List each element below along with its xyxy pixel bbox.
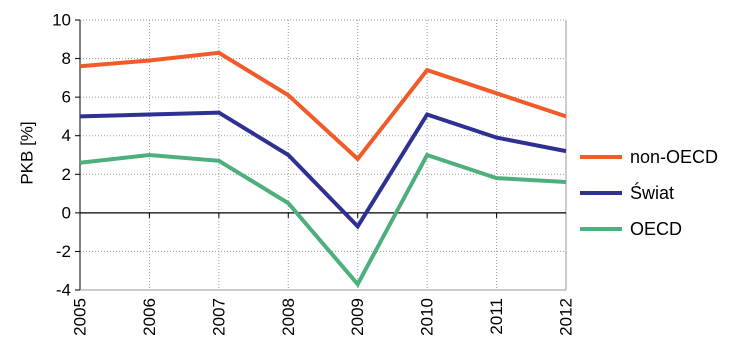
y-tick-label: -2 xyxy=(56,242,71,261)
x-tick-label: 2005 xyxy=(71,298,90,336)
legend-label: OECD xyxy=(630,219,682,239)
x-tick-label: 2009 xyxy=(348,298,367,336)
series-line-2 xyxy=(79,110,567,230)
x-tick-label: 2012 xyxy=(557,298,576,336)
series-lines xyxy=(79,50,567,288)
legend: non-OECD Świat OECD xyxy=(580,147,718,239)
y-tick-label: 2 xyxy=(62,165,71,184)
y-tick-labels: 10 8 6 4 2 0 -2 -4 xyxy=(52,11,71,300)
x-tick-label: 2007 xyxy=(209,298,228,336)
axes xyxy=(75,19,567,291)
legend-label: Świat xyxy=(630,182,674,203)
x-tick-label: 2008 xyxy=(279,298,298,336)
y-tick-label: 6 xyxy=(62,88,71,107)
series-line-3 xyxy=(79,152,567,288)
legend-label: non-OECD xyxy=(630,147,718,167)
y-tick-label: 0 xyxy=(62,203,71,222)
y-axis-title: PKB [%] xyxy=(18,121,37,184)
x-tick-labels: 2005 2006 2007 2008 2009 2010 2011 2012 xyxy=(71,298,576,336)
x-tick-label: 2011 xyxy=(487,298,506,335)
y-tick-label: 10 xyxy=(52,11,71,30)
y-tick-label: -4 xyxy=(56,281,71,300)
x-tick-label: 2006 xyxy=(140,298,159,336)
y-tick-label: 8 xyxy=(62,49,71,68)
x-tick-label: 2010 xyxy=(418,298,437,336)
series-line-1 xyxy=(79,50,567,162)
y-tick-label: 4 xyxy=(62,126,71,145)
